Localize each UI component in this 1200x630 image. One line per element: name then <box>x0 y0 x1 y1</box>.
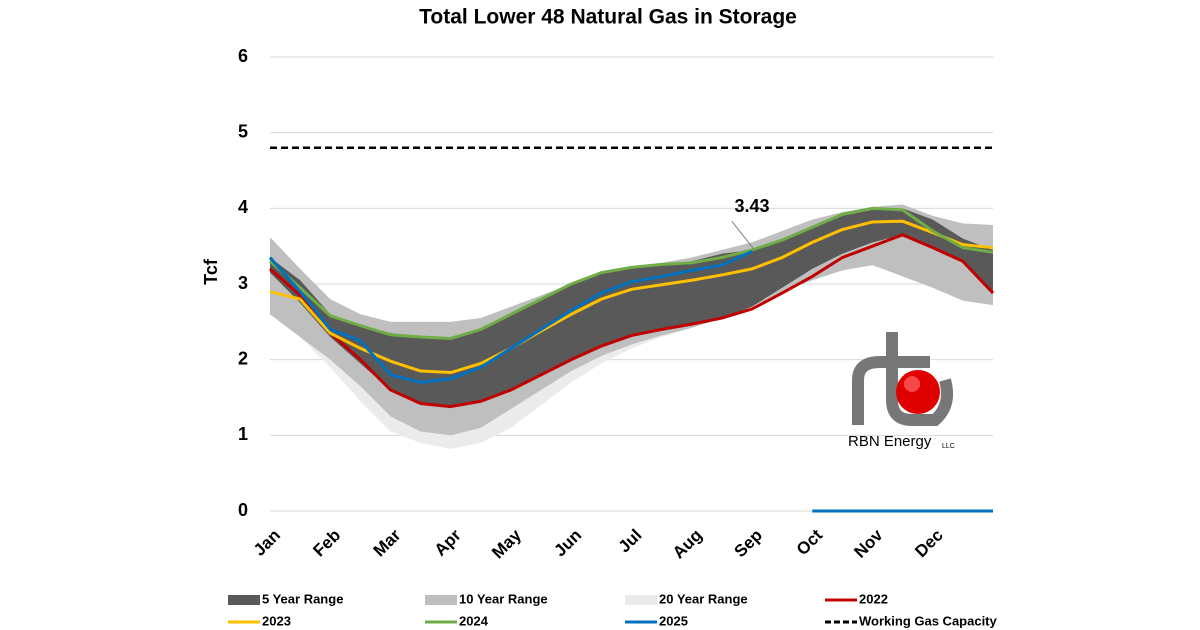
logo-bowl <box>886 332 953 426</box>
y-tick-label: 3 <box>238 273 248 293</box>
x-tick-label: Apr <box>431 525 465 559</box>
x-tick-label: Feb <box>309 526 344 561</box>
legend-label: 2022 <box>859 591 888 606</box>
y-tick-label: 5 <box>238 121 248 141</box>
legend-label: 20 Year Range <box>659 591 748 606</box>
y-tick-label: 6 <box>238 46 248 66</box>
x-tick-label: Dec <box>911 526 946 561</box>
logo-stem <box>852 356 930 425</box>
y-tick-label: 4 <box>238 197 248 217</box>
legend-swatch <box>625 595 657 605</box>
series-line <box>268 250 993 513</box>
x-tick-label: Jun <box>550 526 585 561</box>
legend-label: 2023 <box>262 613 291 628</box>
legend-swatch <box>425 595 457 605</box>
y-tick-label: 0 <box>238 500 248 520</box>
logo-ball <box>896 370 940 414</box>
logo: RBN Energy LLC <box>848 332 955 450</box>
series-line <box>269 219 994 375</box>
chart-title: Total Lower 48 Natural Gas in Storage <box>419 6 797 29</box>
plot: 3.43 <box>268 146 995 513</box>
series-line <box>269 206 994 340</box>
x-tick-label: Sep <box>731 526 766 561</box>
x-tick-label: Jul <box>615 526 646 557</box>
y-tick-label: 1 <box>238 424 248 444</box>
legend: 5 Year Range 10 Year Range 20 Year Range 20… <box>228 591 998 628</box>
series-line <box>269 233 995 409</box>
legend-label: 2025 <box>659 613 688 628</box>
annotation: 3.43 <box>734 196 769 216</box>
x-tick-label: May <box>488 525 525 562</box>
logo-suffix: LLC <box>942 443 955 450</box>
legend-label: 5 Year Range <box>262 591 343 606</box>
range-band <box>270 208 993 407</box>
x-tick-label: Jan <box>250 526 284 560</box>
legend-label: 2024 <box>459 613 489 628</box>
y-axis-label: Tcf <box>201 258 221 285</box>
x-tick-label: Mar <box>370 525 405 560</box>
x-tick-label: Aug <box>669 526 706 563</box>
y-tick-label: 2 <box>238 348 248 368</box>
logo-shine <box>904 376 920 392</box>
legend-swatch <box>228 595 260 605</box>
x-tick-label: Nov <box>850 525 887 562</box>
annotation-pointer <box>731 221 755 250</box>
x-tick-label: Oct <box>793 525 827 559</box>
logo-text: RBN Energy <box>848 433 932 450</box>
legend-label: 10 Year Range <box>459 591 548 606</box>
legend-label: Working Gas Capacity <box>859 613 998 628</box>
